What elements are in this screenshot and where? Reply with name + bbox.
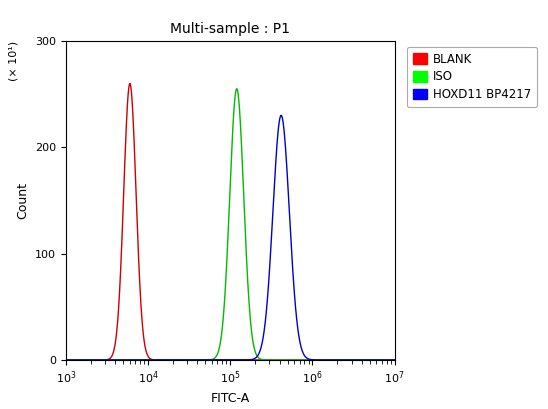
Y-axis label: Count: Count: [16, 182, 30, 219]
Title: Multi-sample : P1: Multi-sample : P1: [170, 22, 290, 36]
Legend: BLANK, ISO, HOXD11 BP4217: BLANK, ISO, HOXD11 BP4217: [407, 47, 537, 107]
Text: (× 10¹): (× 10¹): [8, 41, 18, 81]
X-axis label: FITC-A: FITC-A: [210, 392, 250, 405]
